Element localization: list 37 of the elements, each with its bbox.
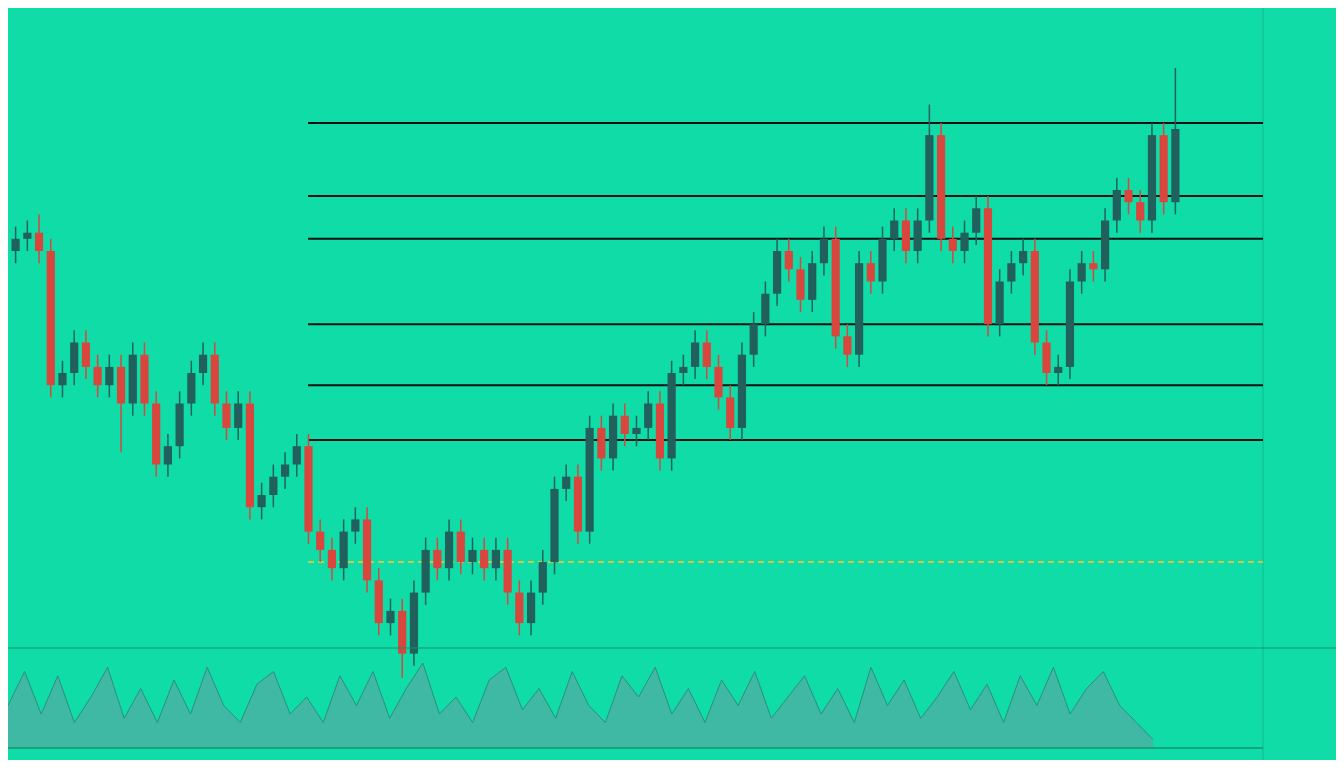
candlestick [1077,250,1086,295]
candlestick [468,536,477,576]
candlestick [843,323,852,368]
candlestick [58,360,67,399]
candlestick [1089,250,1098,283]
candlestick [327,536,337,582]
candlestick [292,433,301,478]
candlestick [23,219,32,252]
candlestick [11,225,20,264]
candlestick [163,433,173,478]
candlestick [960,219,969,264]
candlestick [34,213,44,264]
candlestick [890,207,899,252]
candlestick [198,341,208,386]
candlestick [351,506,360,545]
candlestick [679,353,688,386]
candlestick [632,414,641,447]
candlestick [386,597,395,637]
candlestick [491,536,501,582]
candlestick [1136,189,1145,234]
candlestick [620,402,629,447]
candlestick [105,353,114,399]
candlestick [784,238,793,283]
candlestick [562,463,571,502]
candlestick [433,536,442,582]
candlestick [280,451,290,490]
candlestick [866,250,875,295]
candlestick [480,536,489,582]
candlestick [316,518,325,563]
candlestick [1007,250,1016,295]
candlestick [948,225,957,264]
candlestick [1054,353,1063,386]
candlestick [1018,238,1028,277]
candlestick [1124,177,1133,216]
candlestick [93,353,102,399]
candlestick [257,482,266,521]
candlestick [269,463,278,508]
